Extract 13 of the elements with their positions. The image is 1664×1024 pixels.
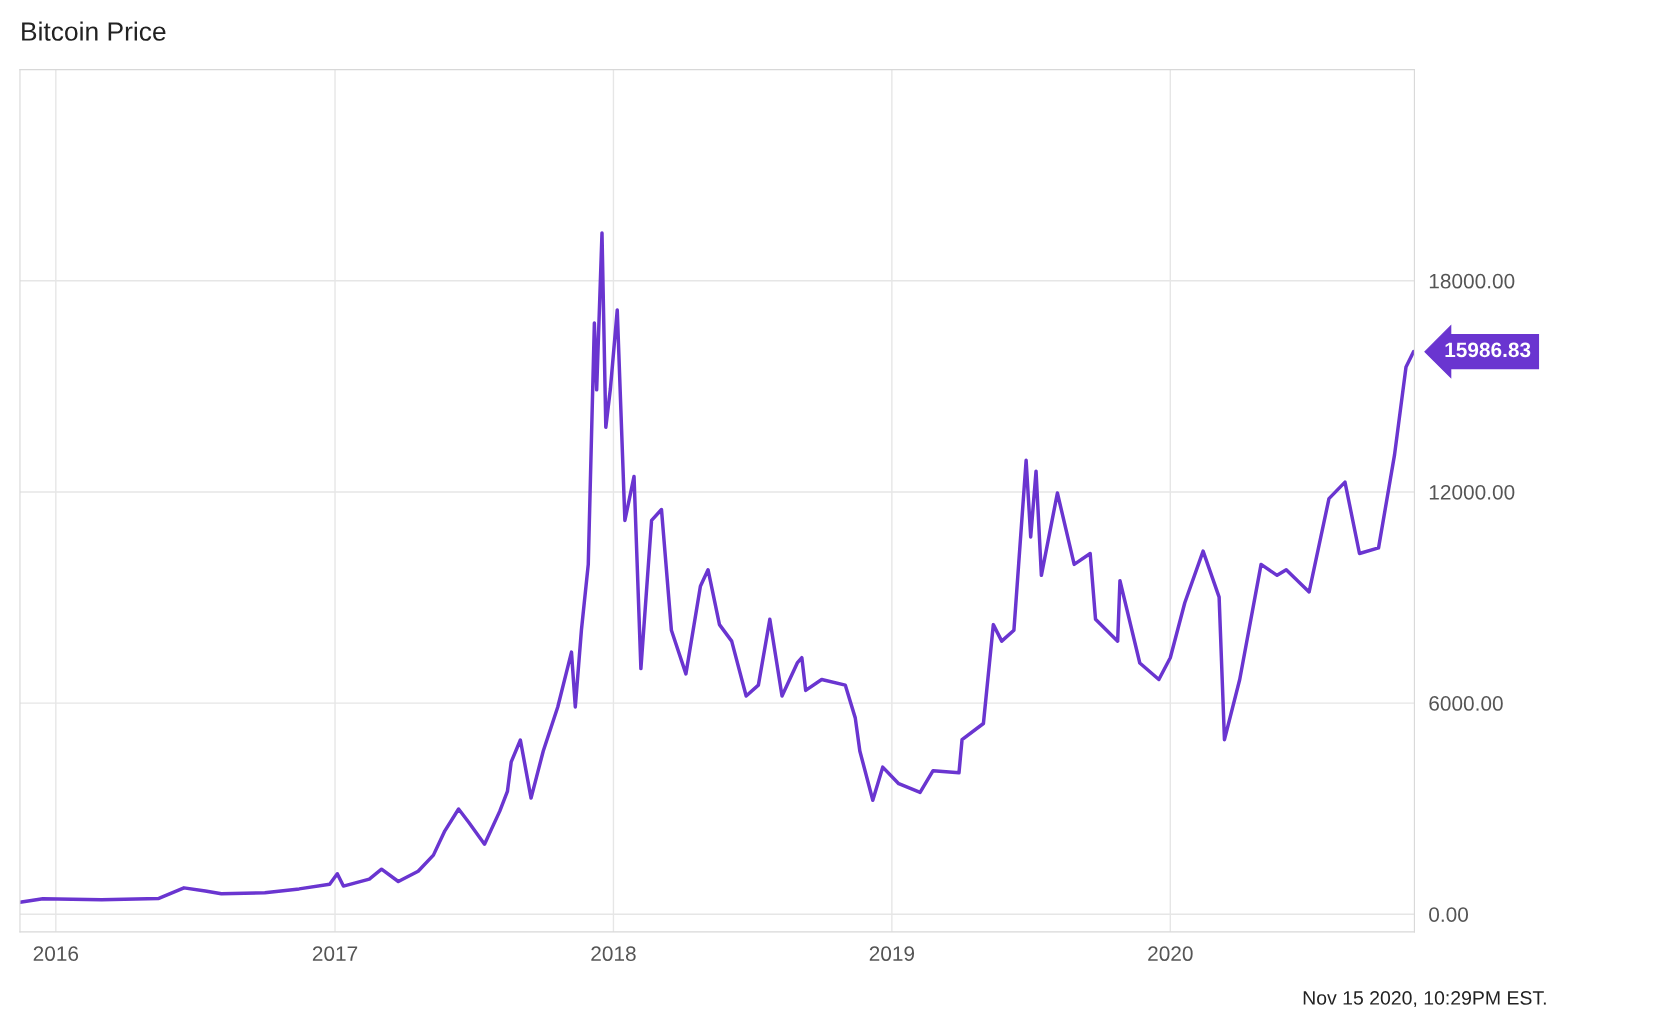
- text: Nov 15 2020, 10:29PM EST.: [1303, 991, 1546, 1008]
- chart-title: Bitcoin Price: [22, 21, 166, 41]
- line-series: [19, 231, 1415, 905]
- x-tick-label: 2019: [869, 946, 915, 962]
- annotation: 15986.83: [1445, 342, 1531, 358]
- y-tick-label: 12000.00: [1429, 484, 1515, 500]
- x-tick-label: 2018: [591, 946, 636, 962]
- x-tick-label: 2017: [312, 946, 358, 962]
- y-tick-label: 6000.00: [1429, 696, 1503, 711]
- y-tick-label: 0.00: [1429, 907, 1469, 922]
- x-tick-label: 2016: [33, 946, 79, 962]
- x-tick-label: 2020: [1148, 946, 1193, 962]
- y-tick-label: 18000.00: [1429, 273, 1515, 289]
